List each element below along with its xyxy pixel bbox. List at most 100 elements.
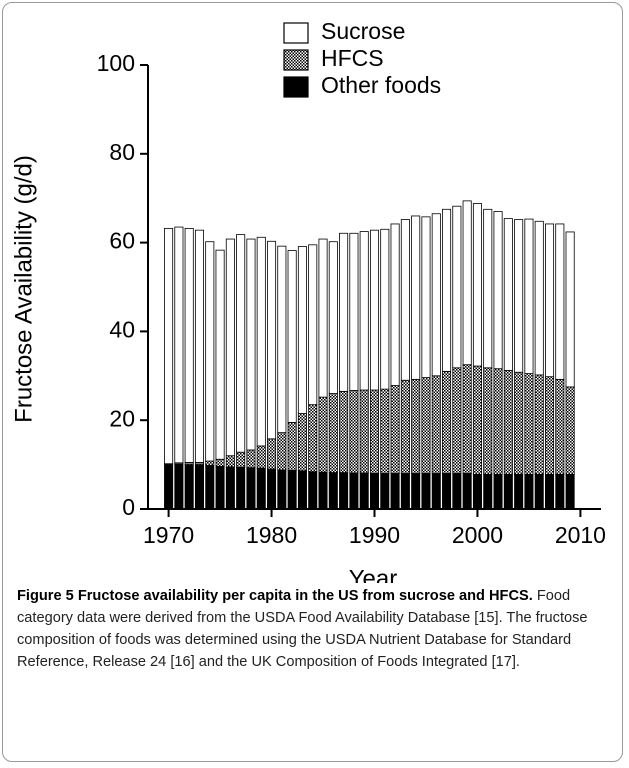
bar-segment [452, 205, 462, 369]
bar-segment [256, 467, 266, 510]
bar-segment [308, 404, 318, 473]
bar-segment [369, 473, 380, 510]
chart: Fructose Availability (g/d) Year 0 20 40 60… [10, 18, 606, 583]
bar-segment [483, 208, 493, 369]
bar-segment [339, 232, 349, 392]
bar-segment [555, 378, 565, 475]
bar-segment [534, 220, 544, 376]
bar-segment [318, 471, 328, 510]
bar-segment [555, 223, 565, 380]
bar-segment [462, 200, 472, 366]
bar-segment [442, 473, 452, 510]
y-axis-label: Fructose Availability (g/d) [10, 155, 37, 423]
bar-segment [555, 473, 565, 510]
bar-segment [442, 208, 452, 372]
bar-segment [174, 226, 184, 464]
bar-segment [328, 241, 338, 394]
y-tick-label: 0 [122, 494, 135, 520]
bar-segment [318, 396, 328, 473]
x-tick-label: 1990 [349, 522, 400, 548]
legend-label: Other foods [321, 72, 441, 98]
bar-segment [524, 373, 534, 475]
bar-segment [277, 432, 287, 471]
bar-segment [287, 250, 297, 423]
x-tick-label: 2010 [555, 522, 606, 548]
bar-segment [565, 386, 575, 475]
bar-segment [297, 470, 307, 510]
bar-segment [308, 244, 318, 406]
bar-segment [225, 238, 235, 457]
y-tick-label: 80 [109, 139, 135, 165]
caption-text: Food category data were derived from the… [17, 588, 588, 670]
bar-segment [267, 468, 277, 510]
bar-segment [565, 231, 575, 388]
bar-segment [431, 213, 441, 377]
bar-segment [452, 473, 462, 510]
caption: Figure 5 Fructose availability per capit… [17, 585, 613, 673]
bar-segment [493, 211, 503, 370]
bar-segment [565, 473, 575, 510]
bar-segment [380, 228, 390, 390]
bar-segment [400, 219, 410, 381]
bar-segment [339, 472, 349, 510]
x-tick-label: 2000 [452, 522, 503, 548]
bar-segment [421, 377, 431, 474]
bar-segment [545, 473, 555, 510]
bar-segment [297, 413, 307, 472]
bar-segment [514, 219, 524, 373]
bar-segment [349, 472, 359, 510]
bar-segment [277, 245, 287, 434]
bar-segment [256, 445, 266, 469]
caption-label: Figure 5 [17, 588, 74, 604]
bar-segment [390, 385, 400, 474]
bar-segment [225, 455, 235, 468]
bar-segment [359, 231, 369, 391]
y-tick-label: 20 [109, 405, 135, 431]
bar-segment [215, 458, 225, 467]
bar-segment [359, 472, 369, 510]
x-axis-label: Year [349, 565, 398, 583]
bar-segment [236, 466, 246, 510]
bar-segment [184, 464, 194, 510]
bar-segment [545, 376, 555, 475]
bar-segment [462, 364, 472, 474]
bar-segment [205, 465, 215, 510]
y-tick-label: 100 [97, 50, 135, 76]
bar-segment [308, 471, 318, 510]
bar-segment [400, 473, 410, 510]
bar-segment [472, 365, 482, 475]
bar-segment [359, 389, 369, 474]
bar-segment [431, 473, 441, 510]
y-tick-label: 60 [109, 228, 135, 254]
caption-title: Fructose availability per capita in the … [77, 588, 533, 604]
bar-segment [246, 449, 256, 469]
bar-segment [339, 390, 349, 473]
bar-segment [349, 390, 359, 474]
bar-segment [277, 469, 287, 510]
bar-segment [297, 246, 307, 414]
x-tick-label: 1970 [143, 522, 194, 548]
bar-segment [205, 460, 215, 466]
bar-segment [174, 463, 184, 510]
bar-segment [524, 218, 534, 374]
bar-segment [411, 473, 421, 510]
bar-segment [390, 223, 400, 386]
bar-segment [493, 368, 503, 475]
bar-segment [205, 241, 215, 462]
bar-segment [236, 234, 246, 453]
bar-segment [462, 473, 472, 510]
legend-swatch [283, 22, 309, 44]
bar-segment [267, 240, 277, 440]
bar-segment [514, 371, 524, 475]
bar-segment [411, 215, 421, 380]
bar-segment [328, 393, 338, 473]
bar-segment [503, 218, 513, 371]
bar-segment [236, 451, 246, 468]
bar-segment [411, 378, 421, 474]
bar-segment [318, 238, 328, 398]
bar-segment [524, 473, 534, 510]
legend-swatch [283, 76, 309, 98]
bar-segment [328, 472, 338, 510]
bar-segment [164, 464, 174, 510]
bar-segment [483, 473, 493, 510]
